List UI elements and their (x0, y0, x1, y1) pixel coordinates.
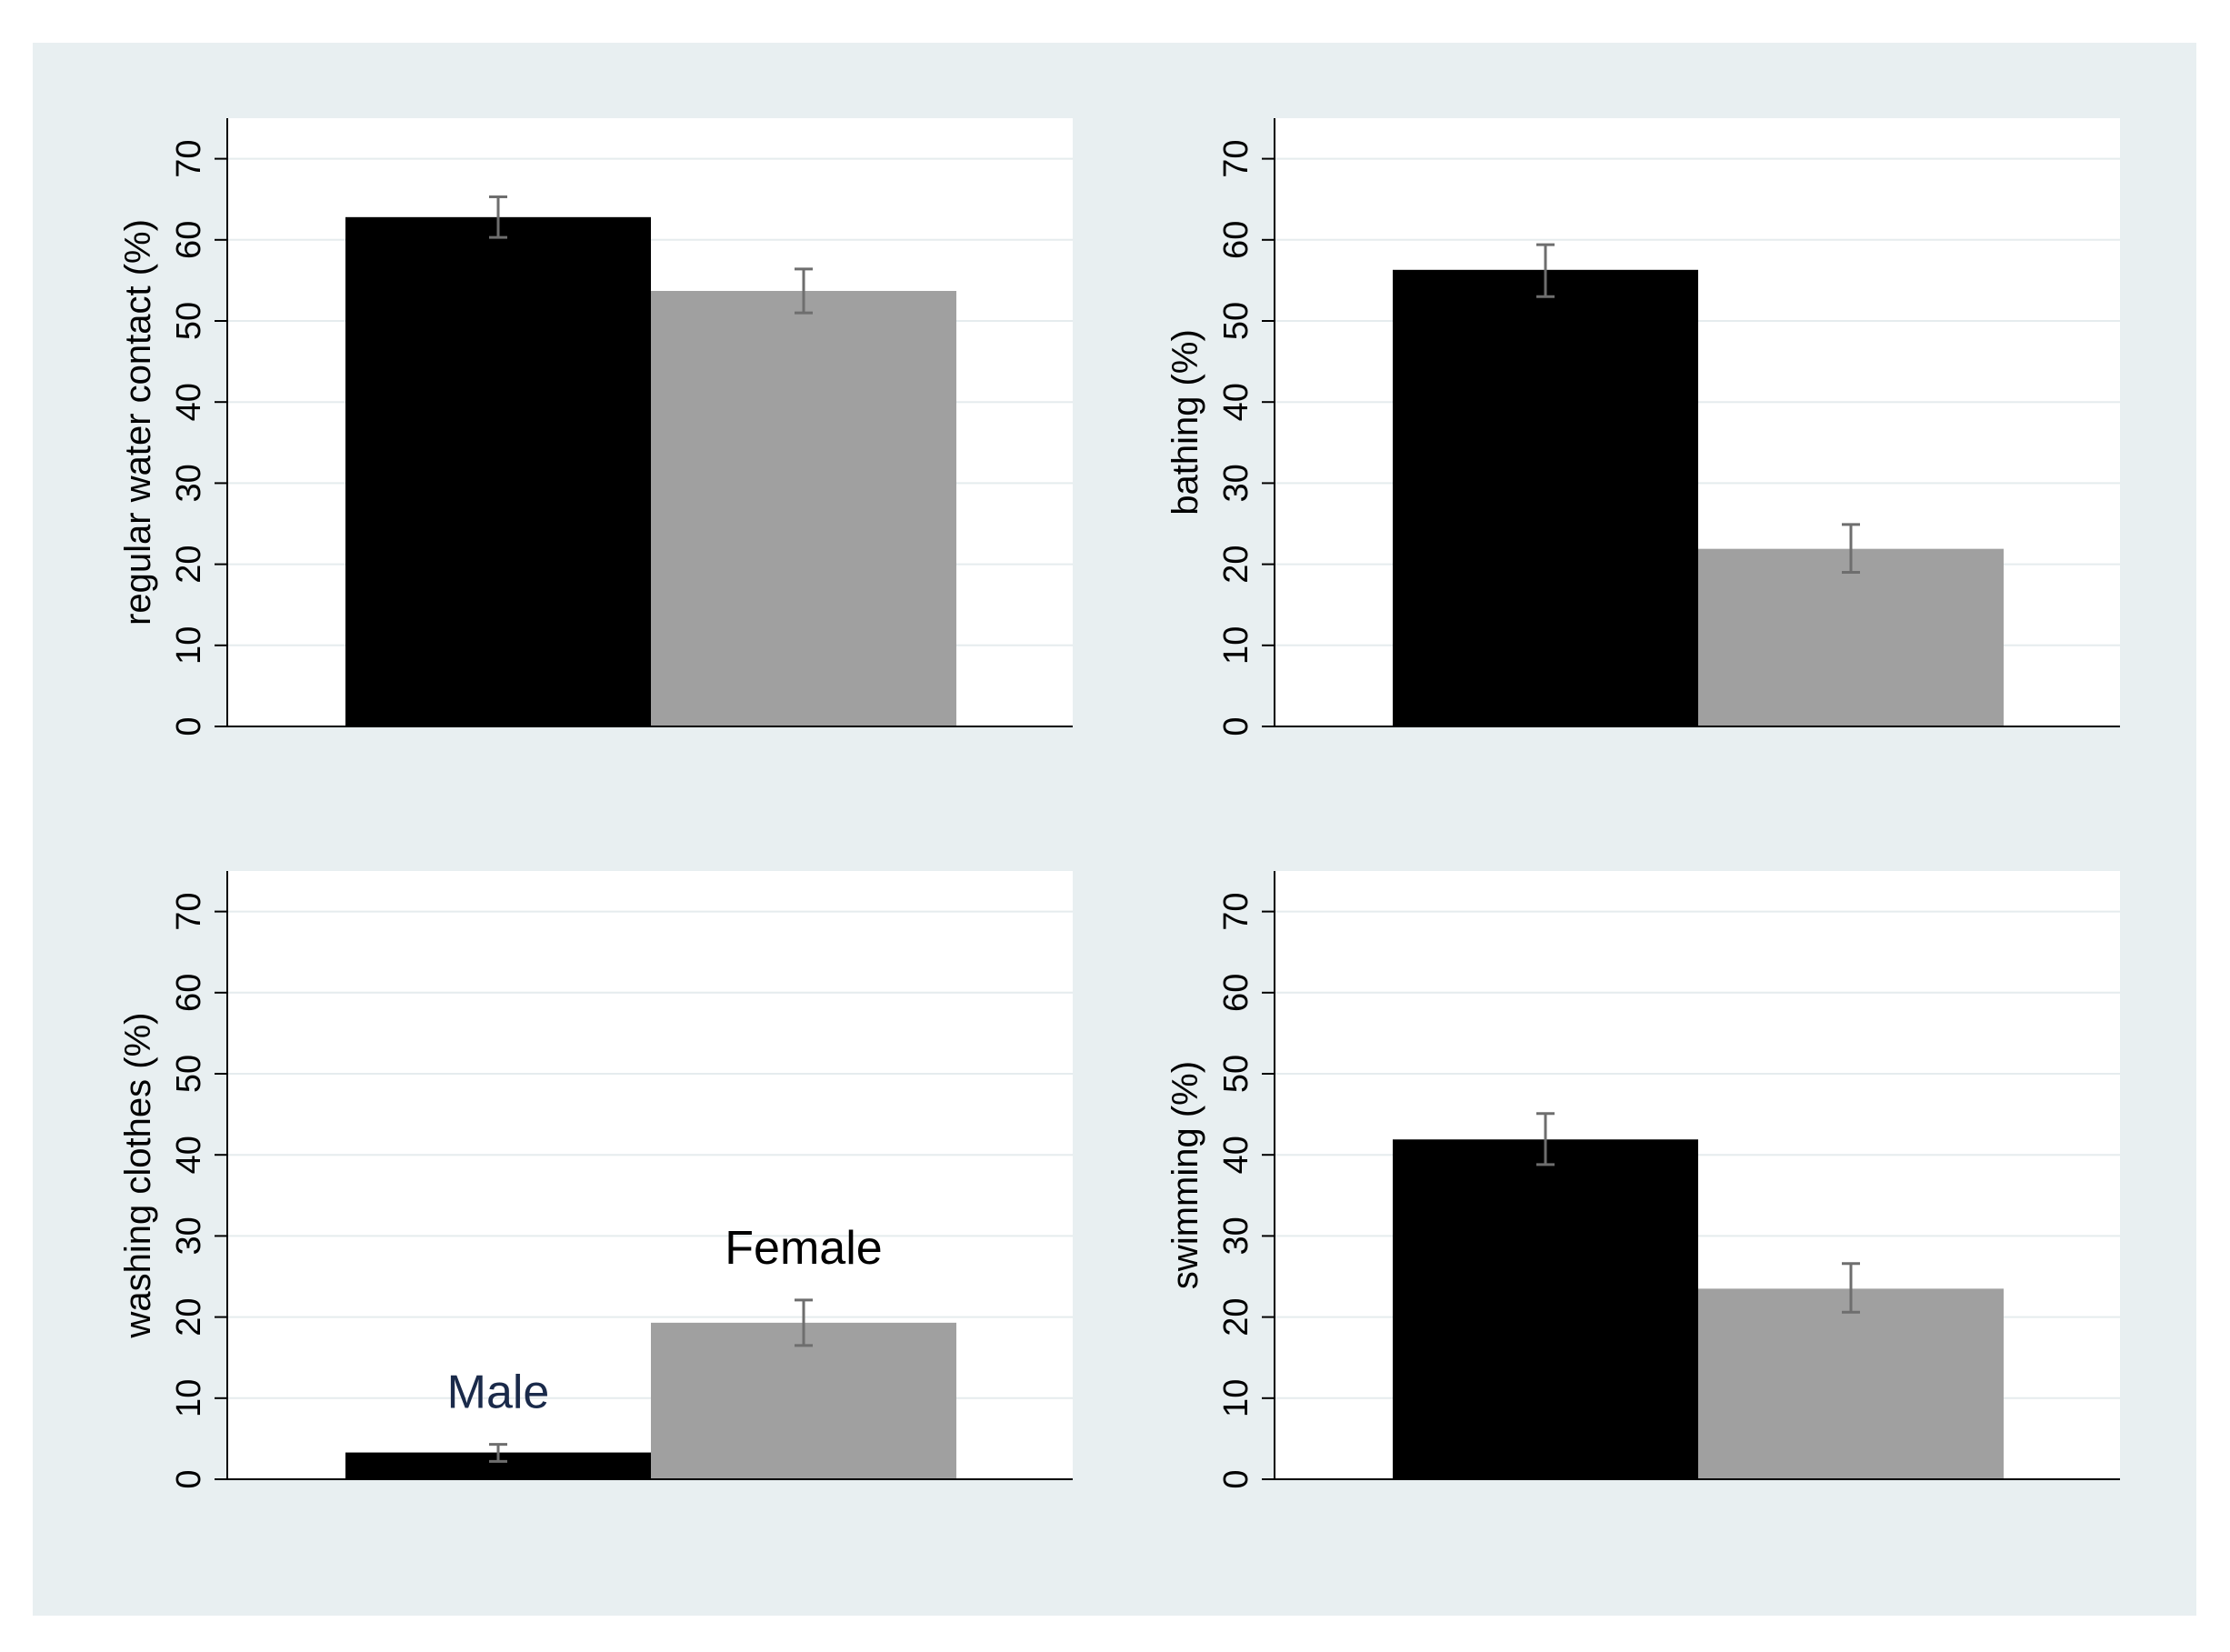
y-tick-label: 30 (170, 464, 208, 502)
panel-top-left: 0 10 20 30 40 50 60 70 regular water contact (%) (118, 118, 1073, 736)
y-tick-label: 20 (170, 1297, 208, 1336)
y-tick-label: 70 (1217, 892, 1255, 930)
y-axis-title: washing clothes (%) (118, 1013, 158, 1339)
error-bar-female (795, 1298, 813, 1347)
y-tick-label: 0 (1217, 1469, 1255, 1488)
error-bar-female (1842, 1262, 1860, 1314)
bar-female (1698, 1288, 2004, 1479)
bar-male (1393, 269, 1698, 726)
error-bar-female (795, 267, 813, 315)
y-tick-label: 30 (1217, 1216, 1255, 1255)
panel-bottom-left: 0 10 20 30 40 50 60 70 washing clothes (%) Male Fe… (118, 871, 1073, 1489)
bar-female (1698, 548, 2004, 726)
y-tick-label: 0 (170, 1469, 208, 1488)
y-tick-label: 10 (170, 1379, 208, 1417)
y-axis-title: regular water contact (%) (118, 219, 158, 626)
y-tick-label: 20 (1217, 545, 1255, 583)
bar-label-male: Male (447, 1367, 550, 1419)
y-tick-label: 30 (170, 1216, 208, 1255)
bar-male (345, 216, 651, 727)
error-bar-male (1536, 1112, 1555, 1166)
error-bar-male (489, 1443, 507, 1463)
y-tick-label: 60 (1217, 974, 1255, 1012)
y-tick-label: 40 (1217, 1136, 1255, 1174)
y-tick-label: 0 (170, 716, 208, 736)
y-tick-label: 60 (1217, 221, 1255, 259)
y-tick-label: 40 (1217, 383, 1255, 421)
y-axis-title: swimming (%) (1165, 1061, 1205, 1289)
panel-bottom-right: 0 10 20 30 40 50 60 70 swimming (%) (1165, 871, 2120, 1489)
panel-top-right: 0 10 20 30 40 50 60 70 bathing (%) (1165, 118, 2120, 736)
error-bar-male (1536, 243, 1555, 298)
bar-female (651, 1322, 956, 1479)
y-tick-label: 10 (1217, 1379, 1255, 1417)
y-tick-label: 10 (1217, 626, 1255, 665)
y-tick-label: 20 (1217, 1297, 1255, 1336)
y-tick-label: 0 (1217, 716, 1255, 736)
y-tick-label: 50 (170, 302, 208, 340)
bar-label-female: Female (725, 1222, 882, 1275)
y-tick-label: 30 (1217, 464, 1255, 502)
y-tick-label: 60 (170, 221, 208, 259)
y-tick-label: 50 (170, 1055, 208, 1093)
bar-female (651, 290, 956, 726)
y-tick-label: 40 (170, 383, 208, 421)
y-tick-label: 60 (170, 974, 208, 1012)
y-tick-label: 50 (1217, 1055, 1255, 1093)
y-tick-label: 70 (1217, 139, 1255, 177)
y-tick-label: 40 (170, 1136, 208, 1174)
y-tick-label: 10 (170, 626, 208, 665)
error-bar-female (1842, 523, 1860, 575)
error-bar-male (489, 195, 507, 239)
y-tick-label: 70 (170, 892, 208, 930)
y-tick-label: 20 (170, 545, 208, 583)
y-tick-label: 70 (170, 139, 208, 177)
y-axis-title: bathing (%) (1165, 329, 1205, 516)
bar-male (1393, 1139, 1698, 1479)
y-tick-label: 50 (1217, 302, 1255, 340)
